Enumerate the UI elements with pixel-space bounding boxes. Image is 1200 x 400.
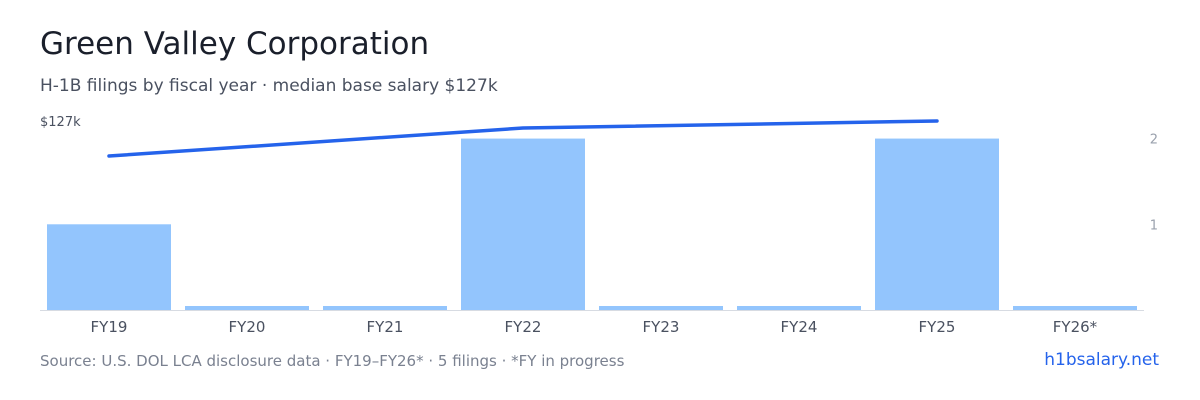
chart-subtitle: H-1B filings by fiscal year · median bas… — [40, 76, 498, 96]
source-note: Source: U.S. DOL LCA disclosure data · F… — [40, 352, 625, 370]
bar-FY21 — [323, 306, 447, 310]
left-axis-tick-label: $127k — [40, 115, 81, 130]
bar-FY26* — [1013, 306, 1137, 310]
x-tick-label-FY25: FY25 — [919, 318, 956, 336]
bar-FY24 — [737, 306, 861, 310]
brand-link[interactable]: h1bsalary.net — [1044, 350, 1159, 370]
bar-FY23 — [599, 306, 723, 310]
x-tick-label-FY22: FY22 — [505, 318, 542, 336]
x-tick-label-FY26*: FY26* — [1053, 318, 1098, 336]
bar-FY19 — [47, 224, 171, 310]
x-tick-label-FY20: FY20 — [229, 318, 266, 336]
x-tick-label-FY23: FY23 — [643, 318, 680, 336]
bar-FY22 — [461, 138, 585, 310]
x-tick-label-FY21: FY21 — [367, 318, 404, 336]
chart-title: Green Valley Corporation — [40, 26, 430, 62]
x-tick-label-FY19: FY19 — [91, 318, 128, 336]
bar-FY25 — [875, 138, 999, 310]
right-axis-tick-2: 2 — [1150, 133, 1158, 148]
salary-line — [107, 119, 939, 158]
right-axis-tick-1: 1 — [1150, 218, 1158, 233]
bar-FY20 — [185, 306, 309, 310]
x-tick-label-FY24: FY24 — [781, 318, 818, 336]
